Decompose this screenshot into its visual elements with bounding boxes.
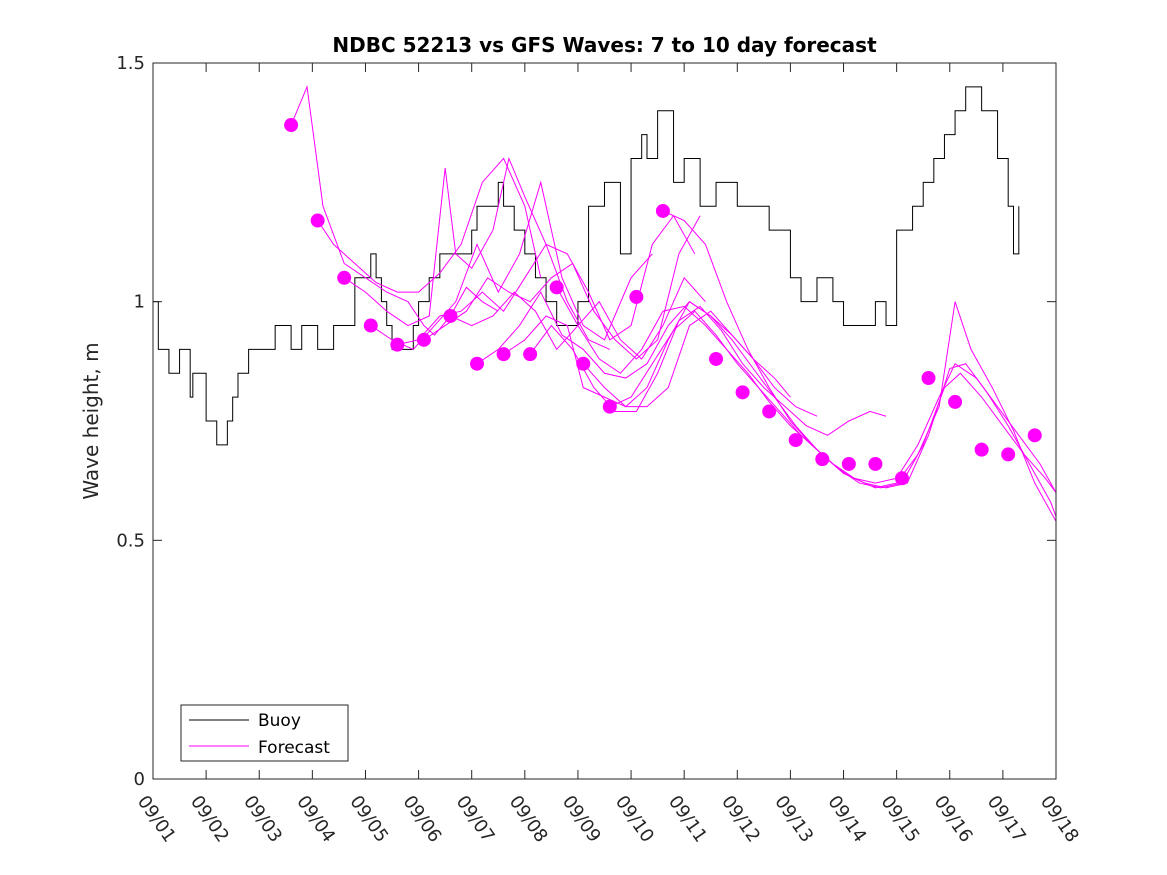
forecast-marker <box>762 404 777 419</box>
forecast-marker <box>284 118 299 133</box>
forecast-marker <box>363 318 378 333</box>
forecast-marker <box>416 332 431 347</box>
forecast-marker <box>974 442 989 457</box>
forecast-marker <box>788 433 803 448</box>
y-tick-label: 1.5 <box>116 53 145 74</box>
y-tick-label: 0.5 <box>116 530 145 551</box>
forecast-marker <box>390 337 405 352</box>
forecast-marker <box>948 394 963 409</box>
forecast-marker <box>470 356 485 371</box>
forecast-marker <box>602 399 617 414</box>
forecast-marker <box>576 356 591 371</box>
forecast-marker <box>523 347 538 362</box>
forecast-marker <box>496 347 511 362</box>
forecast-marker <box>1001 447 1016 462</box>
series-layer <box>153 84 1057 522</box>
forecast-run-line-13 <box>609 310 1057 517</box>
buoy-series-line <box>153 86 1020 446</box>
forecast-marker <box>310 213 325 228</box>
forecast-marker <box>629 289 644 304</box>
forecast-run-line-6 <box>423 215 701 360</box>
marker-layer <box>284 118 1042 486</box>
forecast-run-line-14 <box>662 210 1057 522</box>
y-axis-label: Wave height, m <box>79 342 103 499</box>
forecast-marker <box>921 371 936 386</box>
forecast-run-line-1 <box>290 84 499 336</box>
forecast-marker <box>709 351 724 366</box>
chart-title: NDBC 52213 vs GFS Waves: 7 to 10 day for… <box>332 33 877 57</box>
legend: Buoy Forecast <box>180 704 349 762</box>
forecast-marker <box>735 385 750 400</box>
forecast-marker <box>1027 428 1042 443</box>
forecast-marker <box>841 456 856 471</box>
y-tick-label: 0 <box>134 769 145 790</box>
forecast-marker <box>894 471 909 486</box>
forecast-marker <box>443 308 458 323</box>
plot-frame <box>152 62 1057 780</box>
y-tick-label: 1 <box>134 292 145 313</box>
forecast-marker <box>868 456 883 471</box>
forecast-run-line-9 <box>503 310 818 417</box>
forecast-marker <box>655 203 670 218</box>
forecast-run-line-4 <box>370 180 653 351</box>
forecast-marker <box>815 452 830 467</box>
forecast-marker <box>549 280 564 295</box>
forecast-run-line-10 <box>529 305 887 436</box>
forecast-marker <box>337 270 352 285</box>
legend-label-buoy: Buoy <box>258 711 301 731</box>
plot-area <box>153 63 1056 779</box>
legend-box <box>180 704 349 762</box>
legend-label-forecast: Forecast <box>258 738 330 758</box>
